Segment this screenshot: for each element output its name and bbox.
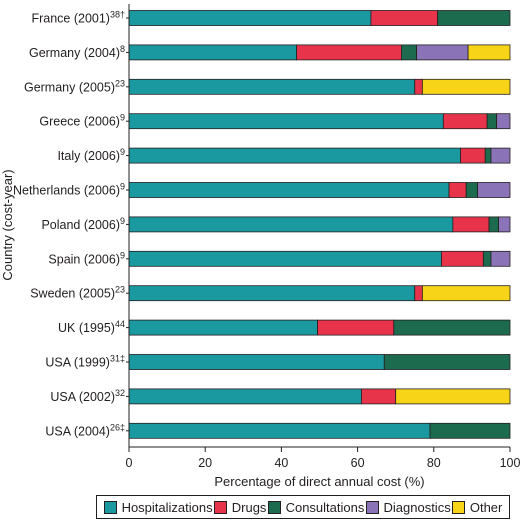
- category-label: Spain (2006)9: [48, 250, 125, 266]
- x-axis-title: Percentage of direct annual cost (%): [214, 474, 424, 489]
- bar-segment-diagnostics: [496, 113, 511, 130]
- bar-segment-hospitalizations: [128, 78, 416, 95]
- bar-segment-drugs: [317, 319, 395, 336]
- chart-legend: Hospitalizations Drugs Consultations Diagno…: [96, 495, 510, 519]
- bar-segment-consultations: [393, 319, 511, 336]
- bar-segment-drugs: [361, 388, 397, 405]
- bar-segment-consultations: [437, 10, 511, 26]
- bar-segment-drugs: [448, 182, 467, 198]
- category-label: USA (2004)26‡: [45, 422, 125, 438]
- x-tick-label: 0: [126, 456, 133, 470]
- legend-label: Other: [469, 499, 503, 515]
- category-label: Germany (2005)23: [24, 78, 125, 94]
- bar-segment-drugs: [442, 113, 488, 130]
- category-label: Germany (2004)8: [29, 44, 125, 60]
- bar-segment-diagnostics: [416, 44, 469, 61]
- bar-segment-hospitalizations: [128, 10, 372, 26]
- category-label: USA (2002)32: [50, 388, 125, 404]
- bar-segment-hospitalizations: [128, 216, 454, 233]
- legend-label: Hospitalizations: [121, 499, 213, 515]
- bar-segment-diagnostics: [477, 182, 511, 198]
- x-tick-label: 80: [427, 456, 441, 470]
- bar-segment-consultations: [429, 422, 511, 439]
- category-label: Netherlands (2006)9: [13, 182, 125, 198]
- bar-segment-hospitalizations: [128, 354, 385, 370]
- bar-segment-hospitalizations: [128, 182, 450, 198]
- bar-segment-drugs: [452, 216, 490, 233]
- category-label: Greece (2006)9: [39, 113, 125, 129]
- category-label: USA (1999)31‡: [45, 354, 125, 370]
- bar-segment-hospitalizations: [128, 319, 318, 336]
- bar-segment-hospitalizations: [128, 44, 298, 61]
- legend-item-other: Other: [451, 499, 503, 515]
- legend-swatch: [365, 500, 379, 514]
- category-label: France (2001)38†: [31, 10, 125, 26]
- bar-segment-consultations: [401, 44, 418, 61]
- legend-label: Diagnostics: [383, 499, 451, 515]
- bar-segment-hospitalizations: [128, 147, 461, 164]
- legend-item-hospitalizations: Hospitalizations: [103, 499, 213, 515]
- bar-segment-drugs: [296, 44, 402, 61]
- x-tick-label: 20: [198, 456, 212, 470]
- x-tick-label: 60: [351, 456, 365, 470]
- bar-segment-diagnostics: [498, 216, 511, 233]
- category-label: Poland (2006)9: [41, 216, 125, 232]
- category-label: Sweden (2005)23: [30, 285, 125, 301]
- y-axis-title: Country (cost-year): [0, 169, 15, 280]
- bar-segment-consultations: [383, 354, 511, 370]
- bar-segment-consultations: [486, 113, 498, 130]
- x-ticks: 0 20 40 60 80 100: [126, 447, 520, 470]
- bar-segment-hospitalizations: [128, 422, 431, 439]
- legend-label: Consultations: [285, 499, 365, 515]
- x-tick-label: 100: [500, 456, 520, 470]
- bar-segment-drugs: [441, 250, 484, 267]
- bar-segment-consultations: [488, 216, 499, 233]
- bar-segment-other: [467, 44, 511, 61]
- legend-swatch: [103, 500, 117, 514]
- bar-segment-other: [395, 388, 511, 405]
- bar-segment-hospitalizations: [128, 388, 362, 405]
- x-tick-label: 40: [274, 456, 288, 470]
- bar-segment-hospitalizations: [128, 250, 442, 267]
- bar-segment-consultations: [465, 182, 479, 198]
- legend-swatch: [267, 500, 281, 514]
- category-labels: France (2001)38† Germany (2004)8 Germany (…: [13, 10, 129, 438]
- legend-item-consultations: Consultations: [267, 499, 365, 515]
- legend-label: Drugs: [231, 499, 267, 515]
- category-label: UK (1995)44: [58, 319, 125, 335]
- bar-segment-diagnostics: [490, 250, 511, 267]
- bar-segment-drugs: [414, 78, 423, 95]
- legend-swatch: [213, 500, 227, 514]
- bar-segment-hospitalizations: [128, 285, 416, 302]
- bar-segment-other: [421, 78, 511, 95]
- bar-segment-drugs: [370, 10, 439, 26]
- bars-group: [128, 10, 511, 439]
- legend-item-drugs: Drugs: [213, 499, 267, 515]
- bar-segment-drugs: [414, 285, 423, 302]
- legend-swatch: [451, 500, 465, 514]
- bar-segment-hospitalizations: [128, 113, 444, 130]
- bar-segment-drugs: [460, 147, 486, 164]
- bar-segment-consultations: [482, 250, 492, 267]
- bar-segment-diagnostics: [490, 147, 511, 164]
- category-label: Italy (2006)9: [57, 147, 125, 163]
- bar-segment-consultations: [484, 147, 492, 164]
- legend-item-diagnostics: Diagnostics: [365, 499, 451, 515]
- bar-segment-other: [421, 285, 511, 302]
